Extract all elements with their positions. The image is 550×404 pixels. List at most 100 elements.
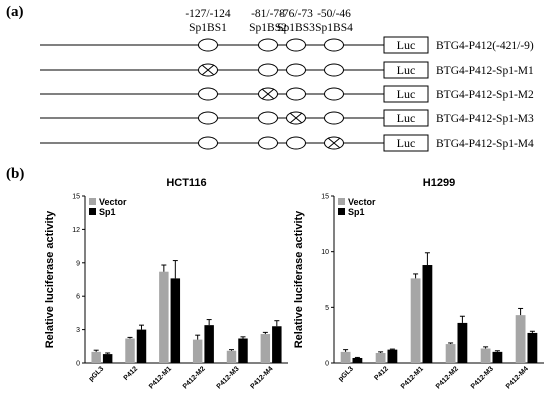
x-tick-label: P412-M4 (505, 365, 530, 390)
construct-name: BTG4-P412(-421/-9) (436, 40, 534, 52)
y-tick-label: 0 (325, 361, 329, 368)
y-tick-label: 0 (76, 361, 80, 368)
luc-label: Luc (397, 111, 416, 125)
bar-sp1 (387, 349, 398, 363)
x-tick-label: P412-M3 (470, 365, 495, 390)
mutation-cross (327, 137, 341, 149)
y-axis-label: Relative luciferase activity (44, 210, 56, 348)
site-range-1: -127/-124 (185, 8, 231, 20)
bar-vector (445, 344, 456, 363)
bar-sp1 (136, 329, 147, 363)
legend-label-vector: Vector (348, 197, 376, 207)
site-name-3: Sp1BS3 (277, 22, 315, 34)
sp1-site (286, 63, 306, 77)
construct-row: Luc BTG4-P412-Sp1-M4 (40, 134, 534, 152)
chart-hct116: HCT116 Relative luciferase activity 0 3 6 9 12… (44, 177, 288, 391)
construct-name: BTG4-P412-Sp1-M4 (436, 138, 534, 150)
sp1-site (286, 136, 306, 150)
construct-row: Luc BTG4-P412-Sp1-M2 (40, 85, 534, 103)
luc-label: Luc (397, 136, 416, 150)
legend-swatch-sp1 (89, 208, 96, 215)
bar-sp1 (492, 351, 503, 363)
luc-label: Luc (397, 38, 416, 52)
site-headers: -127/-124Sp1BS1-81/-78Sp1BS2-76/-73Sp1BS… (185, 8, 353, 34)
legend-swatch-vector (89, 198, 96, 205)
construct-row: Luc BTG4-P412-Sp1-M1 (40, 61, 534, 79)
sp1-site (198, 111, 218, 125)
luc-box (383, 61, 429, 79)
x-tick-label: pGL3 (88, 365, 106, 383)
bar-vector (375, 352, 386, 363)
bar-sp1 (238, 338, 248, 363)
site-name-1: Sp1BS1 (189, 22, 227, 34)
bar-sp1 (527, 332, 538, 363)
chart-h1299: H1299 Relative luciferase activity 0 5 10 15 p… (293, 177, 544, 391)
construct-row: Luc BTG4-P412(-421/-9) (40, 36, 534, 54)
bar-vector (125, 338, 135, 363)
legend-swatch-vector (338, 198, 345, 205)
panel-a: (a) -127/-124Sp1BS1-81/-78Sp1BS2-76/-73S… (6, 4, 534, 152)
chart-title: H1299 (423, 177, 455, 189)
y-axis-label: Relative luciferase activity (293, 210, 305, 348)
sp1-site (324, 111, 344, 125)
bar-sp1 (457, 322, 468, 363)
bar-sp1 (102, 354, 113, 363)
bar-sp1 (204, 325, 214, 363)
panel-a-label: (a) (6, 4, 24, 20)
bar-vector (91, 351, 101, 363)
sp1-site (198, 87, 218, 101)
mutation-cross (261, 88, 275, 100)
legend-label-vector: Vector (99, 197, 127, 207)
legend-label-sp1: Sp1 (348, 207, 365, 217)
bar-vector (515, 315, 526, 363)
x-tick-label: pGL3 (337, 365, 355, 383)
sp1-site (324, 63, 344, 77)
site-name-2: Sp1BS2 (249, 22, 287, 34)
y-tick-label: 12 (72, 227, 80, 234)
panel-b-label: (b) (6, 166, 24, 182)
y-tick-label: 5 (325, 305, 329, 312)
sp1-site (324, 87, 344, 101)
panel-b: (b) HCT116 Relative luciferase activity 0 3… (6, 166, 544, 391)
x-tick-label: P412 (123, 365, 140, 382)
mutation-cross (289, 112, 303, 124)
y-tick-label: 15 (72, 194, 80, 201)
luc-box (383, 134, 429, 152)
sp1-site (198, 38, 218, 52)
luc-label: Luc (397, 87, 416, 101)
legend-label-sp1: Sp1 (99, 207, 116, 217)
y-tick-label: 6 (76, 294, 80, 301)
x-tick-label: P412-M4 (249, 365, 274, 390)
construct-row: Luc BTG4-P412-Sp1-M3 (40, 109, 534, 127)
x-tick-label: P412-M3 (216, 365, 241, 390)
bar-vector (226, 350, 237, 363)
bar-sp1 (422, 265, 433, 363)
chart-title: HCT116 (166, 177, 206, 189)
construct-name: BTG4-P412-Sp1-M2 (436, 89, 534, 101)
x-tick-label: P412-M2 (435, 365, 460, 390)
x-tick-label: P412-M1 (148, 365, 173, 390)
y-tick-label: 9 (76, 260, 80, 267)
luc-label: Luc (397, 63, 416, 77)
sp1-site (258, 111, 278, 125)
y-tick-label: 10 (321, 249, 329, 256)
luc-box (383, 109, 429, 127)
luc-box (383, 85, 429, 103)
sp1-site (258, 38, 278, 52)
bar-vector (410, 278, 421, 363)
bar-vector (260, 334, 271, 363)
mutation-cross (201, 64, 215, 76)
x-tick-label: P412-M2 (182, 365, 207, 390)
bar-vector (340, 351, 351, 363)
bar-vector (159, 271, 169, 363)
construct-name: BTG4-P412-Sp1-M3 (436, 113, 534, 125)
bar-sp1 (352, 357, 363, 363)
sp1-site (198, 136, 218, 150)
legend-swatch-sp1 (338, 208, 345, 215)
bar-sp1 (272, 326, 282, 363)
bar-sp1 (170, 278, 181, 363)
x-tick-label: P412-M1 (400, 365, 425, 390)
construct-name: BTG4-P412-Sp1-M1 (436, 65, 534, 77)
sp1-site (286, 87, 306, 101)
